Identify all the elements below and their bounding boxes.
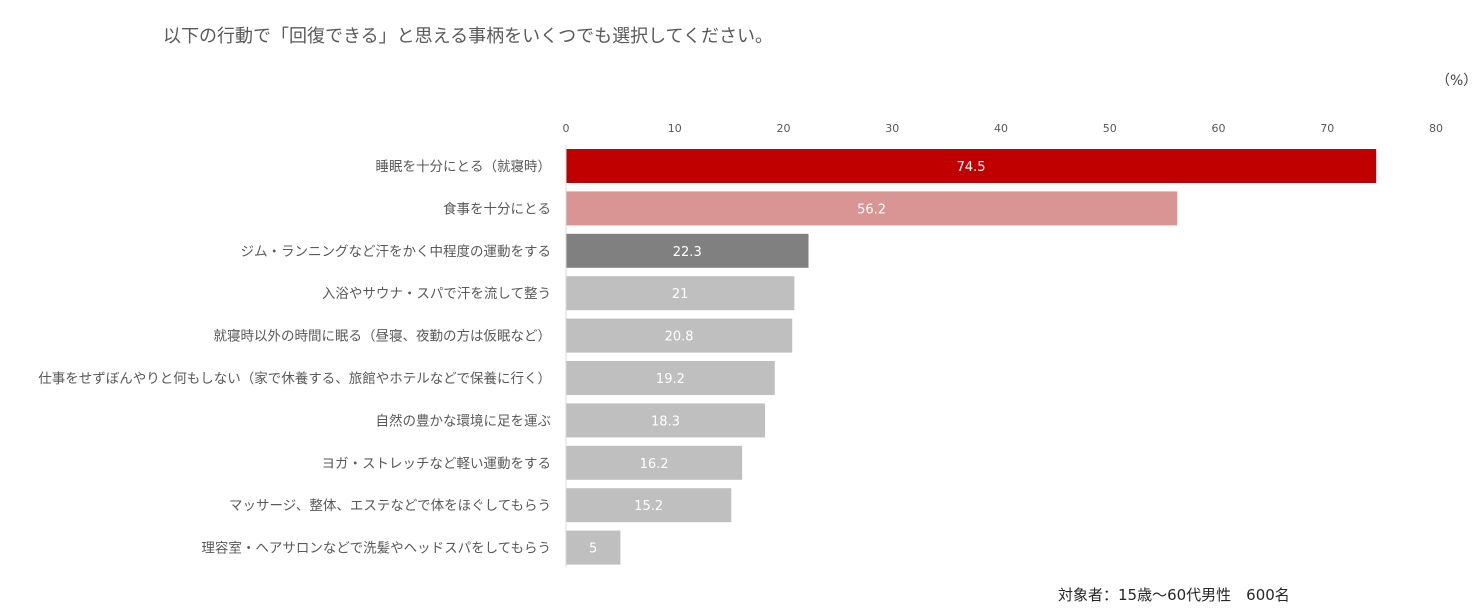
x-axis-ticks: 0 10 20 30 40 50 60 70 80 [563, 122, 1444, 135]
bar [566, 361, 775, 395]
data-label: 15.2 [634, 499, 663, 514]
x-tick-label: 10 [668, 122, 682, 135]
category-label: 睡眠を十分にとる（就寝時） [376, 158, 552, 175]
data-label: 19.2 [656, 372, 685, 387]
bar [566, 191, 1178, 226]
data-label: 22.3 [673, 245, 702, 260]
category-label: 理容室・ヘアサロンなどで洗髪やヘッドスパをしてもらう [201, 540, 551, 557]
category-label: ヨガ・ストレッチなど軽い運動をする [322, 456, 552, 472]
category-label: 自然の豊かな環境に足を運ぶ [376, 412, 552, 429]
bar [566, 403, 766, 438]
category-label: 食事を十分にとる [443, 200, 551, 217]
bar [566, 318, 793, 353]
data-label: 56.2 [857, 202, 886, 217]
unit-label: （%） [1436, 73, 1478, 89]
bar [566, 530, 621, 565]
x-tick-label: 80 [1429, 122, 1443, 135]
footnote: 対象者：15歳～60代男性 600名 [1058, 586, 1290, 604]
x-tick-label: 30 [885, 122, 899, 135]
bar [566, 149, 1377, 183]
data-labels: 74.5 56.2 22.3 21 20.8 19.2 18.3 16.2 15.2 5 [589, 160, 986, 557]
x-tick-label: 0 [563, 122, 570, 135]
x-tick-label: 60 [1212, 122, 1226, 135]
data-label: 5 [589, 542, 597, 557]
data-label: 21 [672, 287, 689, 302]
bar [566, 233, 809, 268]
data-label: 18.3 [651, 414, 680, 429]
bar [566, 276, 795, 311]
data-label: 20.8 [665, 330, 694, 345]
category-label: 仕事をせずぼんやりと何もしない（家で休養する、旅館やホテルなどで保養に行く） [38, 370, 551, 387]
category-label: 就寝時以外の時間に眠る（昼寝、夜勤の方は仮眠など） [214, 328, 552, 345]
x-tick-label: 20 [777, 122, 791, 135]
category-labels: 睡眠を十分にとる（就寝時） 食事を十分にとるジム・ランニングなど汗をかく中程度の運… [38, 158, 551, 557]
category-label: マッサージ、整体、エステなどで体をほぐしてもらう [229, 498, 551, 514]
bars-group [566, 149, 1377, 565]
bar [566, 488, 732, 523]
survey-question: 以下の行動で「回復できる」と思える事柄をいくつでも選択してください。 [163, 26, 774, 47]
category-label: 入浴やサウナ・スパで汗を流して整う [322, 286, 551, 302]
bar [566, 445, 743, 480]
category-label: ジム・ランニングなど汗をかく中程度の運動をする [241, 244, 552, 260]
data-label: 74.5 [957, 160, 986, 175]
x-tick-label: 70 [1320, 122, 1334, 135]
x-tick-label: 40 [994, 122, 1008, 135]
x-tick-label: 50 [1103, 122, 1117, 135]
data-label: 16.2 [640, 457, 669, 472]
